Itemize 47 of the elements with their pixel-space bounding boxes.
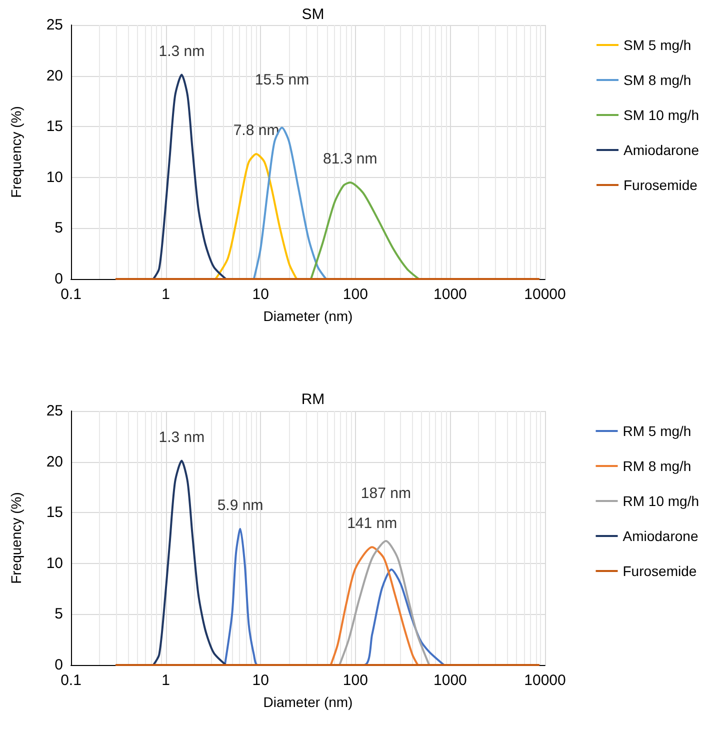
- legend-label: SM 8 mg/h: [624, 72, 692, 88]
- annotation: 1.3 nm: [158, 42, 205, 60]
- legend-label: SM 10 mg/h: [624, 107, 699, 123]
- legend-label: Amiodarone: [622, 528, 698, 544]
- x-tick-label: 100: [342, 286, 368, 303]
- y-tick-label: 0: [54, 270, 63, 288]
- x-tick-label: 1: [162, 286, 170, 303]
- y-tick-label: 10: [46, 168, 63, 186]
- x-tick-label: 100: [342, 672, 368, 689]
- y-tick-label: 15: [46, 118, 63, 136]
- legend-label: Furosemide: [624, 177, 698, 193]
- annotation: 187 nm: [360, 485, 411, 502]
- annotation: 81.3 nm: [323, 150, 378, 168]
- x-tick-label: 0.1: [60, 286, 82, 303]
- x-axis-title: Diameter (nm): [263, 694, 353, 710]
- annotation: 1.3 nm: [158, 428, 205, 446]
- x-tick-label: 1000: [434, 286, 467, 303]
- x-tick-label: 1: [162, 672, 170, 689]
- y-tick-label: 5: [54, 220, 63, 237]
- y-axis-title: Frequency (%): [8, 492, 24, 584]
- chart-title: SM: [302, 6, 324, 23]
- chart-title: RM: [301, 391, 325, 408]
- x-tick-label: 1000: [434, 672, 467, 689]
- x-tick-label: 10: [252, 672, 269, 689]
- y-tick-label: 25: [46, 16, 63, 34]
- legend-label: Amiodarone: [624, 142, 700, 158]
- y-tick-label: 0: [54, 656, 63, 674]
- annotation: 141 nm: [347, 515, 398, 532]
- y-tick-label: 20: [46, 67, 63, 84]
- y-axis-title: Frequency (%): [8, 106, 24, 198]
- x-tick-label: 10: [252, 286, 269, 303]
- legend-label: RM 8 mg/h: [622, 458, 692, 474]
- x-tick-label: 10000: [524, 672, 566, 689]
- y-tick-label: 15: [46, 504, 63, 522]
- x-axis-title: Diameter (nm): [263, 308, 353, 324]
- annotation: 15.5 nm: [254, 72, 310, 89]
- y-tick-label: 20: [46, 453, 63, 470]
- annotation: 5.9 nm: [217, 496, 264, 514]
- y-tick-label: 25: [46, 402, 63, 420]
- y-tick-label: 10: [46, 554, 63, 572]
- legend-label: Furosemide: [622, 563, 697, 579]
- x-tick-label: 0.1: [60, 672, 82, 689]
- legend-label: RM 5 mg/h: [622, 423, 692, 439]
- x-tick-label: 10000: [524, 286, 566, 303]
- y-tick-label: 5: [54, 606, 63, 623]
- legend-label: RM 10 mg/h: [622, 493, 699, 509]
- legend-label: SM 5 mg/h: [624, 37, 692, 53]
